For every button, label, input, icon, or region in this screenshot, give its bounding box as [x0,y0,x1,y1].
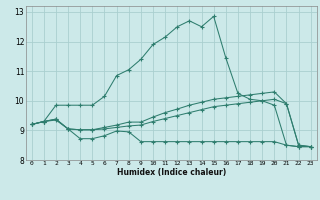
X-axis label: Humidex (Indice chaleur): Humidex (Indice chaleur) [116,168,226,177]
